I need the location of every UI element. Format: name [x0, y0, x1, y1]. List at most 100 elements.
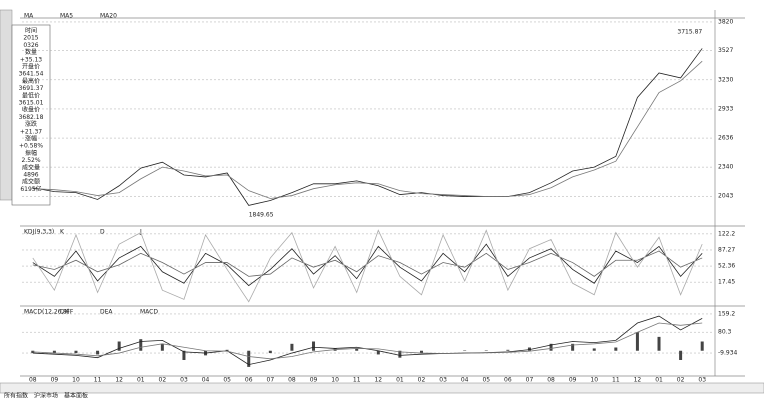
y-tick-label: 3230 — [718, 76, 733, 83]
y-tick-label: 2933 — [718, 105, 733, 112]
info-text: 6195亿 — [20, 185, 41, 193]
info-text: 成交额 — [22, 178, 40, 186]
info-text: 3691.37 — [19, 85, 44, 92]
x-tick-label: 11 — [612, 377, 620, 384]
y-tick-label: 122.2 — [718, 230, 735, 237]
info-text: 收盘价 — [22, 106, 40, 114]
x-tick-label: 10 — [72, 377, 80, 384]
legend-entry: DIFF — [60, 309, 74, 316]
x-tick-label: 11 — [353, 377, 361, 384]
macd-bar — [614, 348, 617, 351]
info-text: 3641.54 — [19, 71, 44, 78]
x-tick-label: 01 — [137, 377, 145, 384]
info-text: 开盘价 — [22, 63, 40, 71]
x-tick-label: 08 — [288, 377, 296, 384]
info-text: 涨幅 — [25, 135, 37, 143]
tab-bar — [0, 383, 764, 393]
y-tick-label: 17.45 — [718, 279, 735, 286]
info-text: +21.37 — [20, 128, 42, 135]
panel-title: MA — [24, 13, 34, 20]
y-tick-label: 3820 — [718, 18, 733, 25]
x-tick-label: 02 — [159, 377, 167, 384]
legend-entry: DEA — [100, 309, 113, 316]
macd-bar — [679, 351, 682, 360]
panel-title: KDJ(9,3,3) — [24, 229, 54, 236]
y-tick-label: 80.3 — [718, 329, 732, 336]
x-tick-label: 09 — [310, 377, 318, 384]
tab[interactable]: 基本面板 — [64, 392, 88, 400]
macd-bar — [290, 344, 293, 351]
info-text: 最高价 — [22, 77, 40, 85]
info-text: +0.58% — [19, 143, 43, 150]
macd-bar — [658, 337, 661, 351]
x-tick-label: 05 — [223, 377, 231, 384]
x-tick-label: 07 — [526, 377, 534, 384]
x-tick-label: 09 — [569, 377, 577, 384]
x-tick-label: 07 — [267, 377, 275, 384]
info-text: 振幅 — [25, 149, 37, 157]
y-tick-label: 2043 — [718, 193, 733, 200]
macd-bar — [139, 339, 142, 351]
y-tick-label: 87.27 — [718, 246, 735, 253]
x-tick-label: 08 — [547, 377, 555, 384]
info-text: 0326 — [23, 42, 38, 49]
y-tick-label: 159.2 — [718, 310, 735, 317]
x-tick-label: 06 — [245, 377, 253, 384]
legend-entry: MA20 — [100, 13, 117, 20]
info-text: 3682.18 — [19, 114, 44, 121]
x-tick-label: 02 — [418, 377, 426, 384]
x-tick-label: 01 — [396, 377, 404, 384]
info-text: 4896 — [23, 172, 38, 179]
info-text: +35.13 — [20, 56, 42, 63]
y-tick-label: 2636 — [718, 135, 733, 142]
high-label: 3715.87 — [677, 29, 702, 36]
side-toolbar[interactable] — [0, 10, 12, 200]
y-tick-label: 3527 — [718, 47, 733, 54]
low-label: 1849.65 — [249, 212, 274, 219]
x-tick-label: 12 — [634, 377, 642, 384]
info-text: 时间 — [25, 27, 37, 35]
legend-entry: D — [100, 229, 105, 236]
x-tick-label: 12 — [374, 377, 382, 384]
info-text: 2015 — [23, 35, 38, 42]
macd-bar — [269, 351, 272, 353]
macd-bar — [701, 342, 704, 351]
x-tick-label: 09 — [51, 377, 59, 384]
macd-bar — [636, 332, 639, 350]
legend-entry: MACD — [140, 309, 158, 316]
tab[interactable]: 沪深市场 — [34, 392, 58, 400]
y-tick-label: 2340 — [718, 164, 733, 171]
info-text: 数量 — [25, 48, 37, 56]
macd-bar — [74, 351, 77, 353]
x-tick-label: 10 — [331, 377, 339, 384]
x-tick-label: 10 — [590, 377, 598, 384]
x-tick-label: 05 — [482, 377, 490, 384]
y-tick-label: 52.36 — [718, 263, 735, 270]
macd-bar — [96, 351, 99, 355]
x-tick-label: 03 — [698, 377, 706, 384]
x-tick-label: 11 — [94, 377, 102, 384]
macd-bar — [506, 350, 509, 351]
info-text: 3615.01 — [19, 100, 44, 107]
x-tick-label: 04 — [202, 377, 210, 384]
macd-bar — [161, 344, 164, 351]
macd-bar — [312, 342, 315, 351]
x-tick-label: 03 — [180, 377, 188, 384]
x-tick-label: 08 — [29, 377, 37, 384]
macd-bar — [593, 348, 596, 350]
macd-bar — [118, 342, 121, 351]
legend-entry: MA5 — [60, 13, 73, 20]
info-text: 涨跌 — [25, 120, 37, 128]
x-tick-label: 06 — [504, 377, 512, 384]
info-text: 最低价 — [22, 91, 40, 99]
info-text: 成交量 — [22, 163, 40, 171]
x-tick-label: 02 — [677, 377, 685, 384]
tab[interactable]: 所有指数 — [4, 392, 28, 400]
x-tick-label: 12 — [115, 377, 123, 384]
x-tick-label: 03 — [439, 377, 447, 384]
x-tick-label: 01 — [655, 377, 663, 384]
x-tick-label: 04 — [461, 377, 469, 384]
y-tick-label: -9.934 — [718, 350, 738, 357]
